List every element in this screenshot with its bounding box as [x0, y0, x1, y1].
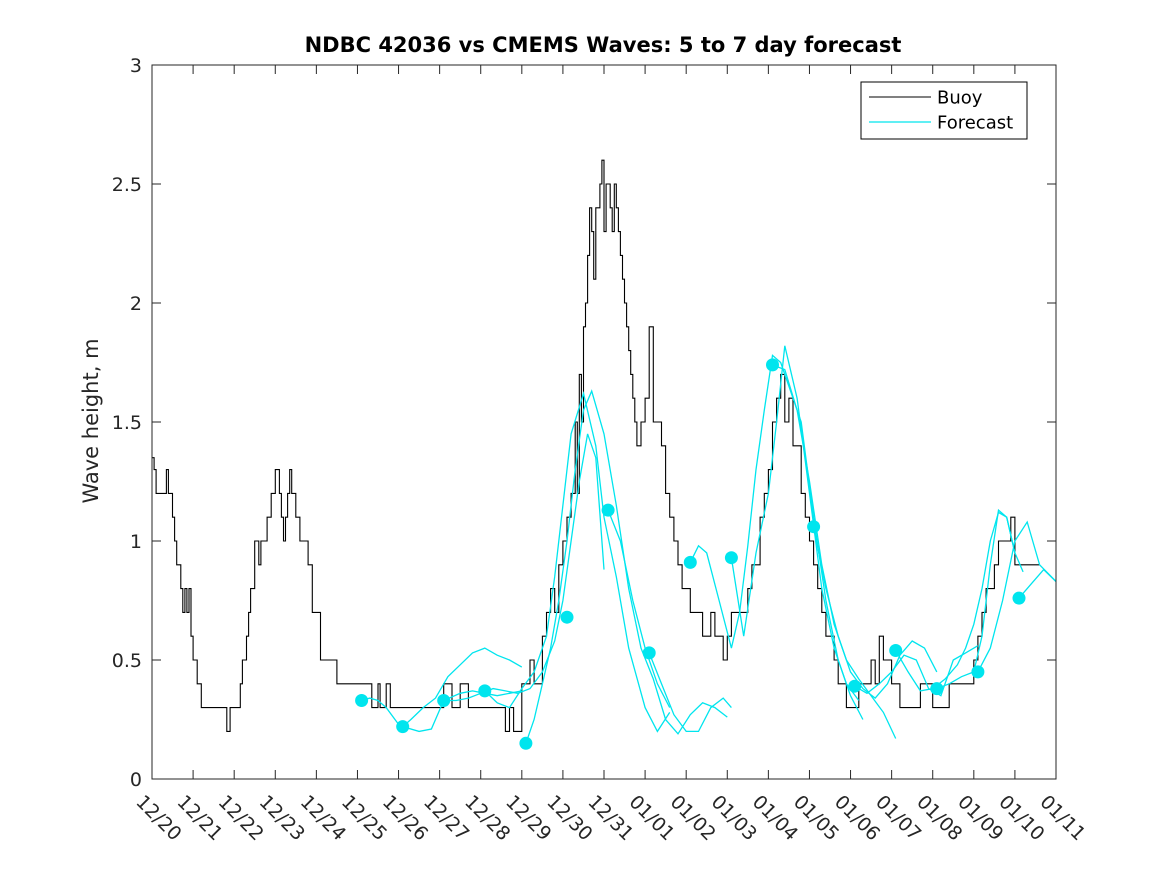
forecast-marker-0 [355, 694, 369, 707]
forecast-marker-13 [889, 644, 903, 657]
forecast-marker-11 [807, 520, 821, 534]
forecast-marker-15 [971, 665, 985, 679]
forecast-series-line-12 [854, 645, 979, 697]
forecast-marker-16 [1012, 591, 1026, 605]
forecast-marker-14 [930, 682, 944, 696]
y-tick-label-5: 2.5 [112, 174, 142, 196]
forecast-marker-6 [601, 503, 615, 517]
y-tick-label-3: 1.5 [112, 412, 142, 434]
forecast-series-line-5 [525, 389, 728, 744]
forecast-marker-9 [724, 551, 738, 565]
forecast-series-line-7 [648, 652, 732, 733]
legend: Buoy Forecast [860, 81, 1028, 140]
forecast-series-line-3 [443, 433, 605, 702]
plot-area [152, 159, 1057, 750]
legend-buoy-label: Buoy [937, 88, 983, 109]
forecast-marker-10 [766, 358, 779, 372]
y-tick-label-0: 0 [130, 769, 142, 791]
forecast-series-line-14 [936, 508, 1024, 690]
forecast-series-line-4 [484, 390, 671, 733]
forecast-marker-2 [437, 694, 451, 707]
y-tick-label-1: 0.5 [112, 650, 142, 672]
forecast-series-line-2 [402, 690, 522, 733]
forecast-series-line-15 [977, 520, 1057, 673]
forecast-marker-12 [848, 679, 862, 693]
forecast-series-line-1 [402, 647, 523, 728]
forecast-marker-4 [519, 736, 533, 750]
y-tick-label-6: 3 [130, 55, 142, 77]
forecast-marker-3 [478, 684, 492, 698]
forecast-series-line-11 [812, 526, 938, 699]
forecast-marker-7 [642, 646, 656, 660]
forecast-marker-5 [560, 610, 574, 624]
forecast-series-line-16 [1018, 568, 1057, 599]
y-tick-label-4: 2 [130, 293, 142, 315]
forecast-series-line-9 [730, 345, 860, 701]
legend-forecast-label: Forecast [937, 113, 1013, 134]
forecast-series-line-8 [689, 354, 864, 720]
forecast-marker-1 [396, 720, 410, 734]
legend-box [860, 81, 1028, 140]
y-tick-label-2: 1 [130, 531, 142, 553]
y-axis-label: Wave height, m [79, 338, 103, 503]
chart-title: NDBC 42036 vs CMEMS Waves: 5 to 7 day fo… [305, 33, 902, 57]
forecast-series-line-6 [607, 509, 671, 708]
forecast-marker-8 [683, 555, 697, 569]
buoy-series-line [152, 159, 1040, 732]
forecast-series-line-10 [772, 364, 897, 739]
